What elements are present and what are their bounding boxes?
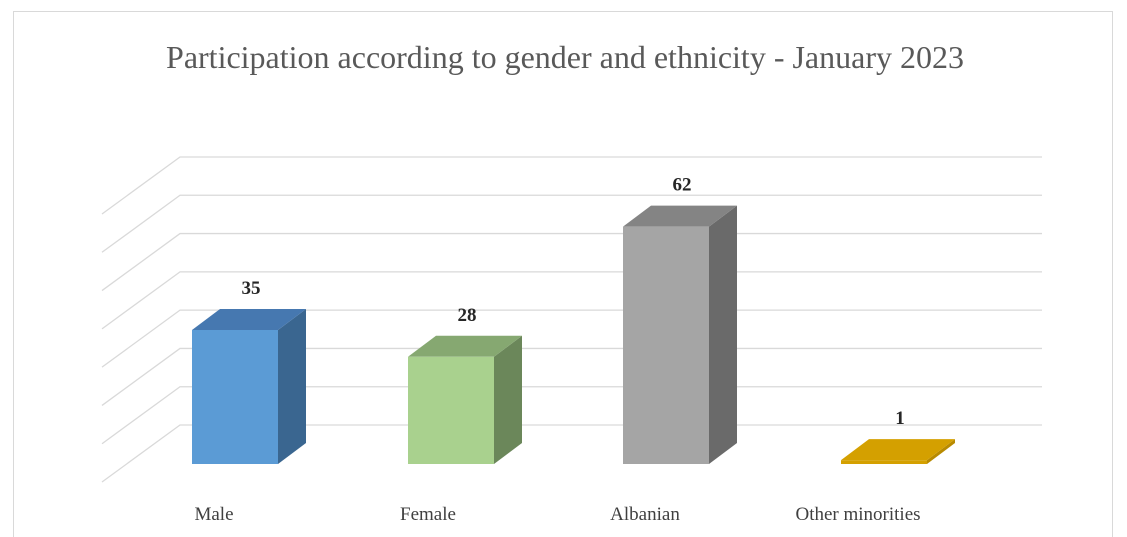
bar-front <box>408 356 494 464</box>
gridline <box>101 347 1042 406</box>
bar-side <box>927 439 955 464</box>
data-labels: 35 28 62 1 <box>242 175 905 430</box>
bar-front <box>841 460 927 464</box>
gridline <box>101 386 1042 445</box>
gridline <box>101 271 1042 330</box>
bars <box>192 205 955 464</box>
bar-top <box>408 335 522 357</box>
data-label: 35 <box>242 278 261 299</box>
category-label: Other minorities <box>795 504 920 525</box>
category-label: Albanian <box>610 504 680 525</box>
bar-side <box>278 309 306 464</box>
gridline <box>101 194 1042 253</box>
bar-side <box>709 205 737 464</box>
bar-albanian <box>623 205 737 464</box>
bar-front <box>192 330 278 464</box>
data-label: 62 <box>673 175 692 196</box>
data-label: 28 <box>458 305 477 326</box>
gridline <box>101 309 1042 368</box>
category-axis-labels: Male Female Albanian Other minorities <box>194 504 920 525</box>
bar-front <box>623 226 709 464</box>
data-label: 1 <box>895 408 905 429</box>
bar-other-minorities <box>841 439 955 464</box>
bar-top <box>841 439 955 461</box>
gridlines <box>101 156 1042 483</box>
gridline <box>101 424 1042 483</box>
category-label: Male <box>194 504 233 525</box>
bar-female <box>408 335 522 464</box>
bar-top <box>623 205 737 227</box>
bar-side <box>494 335 522 464</box>
category-label: Female <box>400 504 456 525</box>
gridline <box>101 156 1042 215</box>
gridline <box>101 232 1042 292</box>
chart-title: Participation according to gender and et… <box>166 39 964 75</box>
bar-male <box>192 309 306 464</box>
bar-top <box>192 309 306 330</box>
